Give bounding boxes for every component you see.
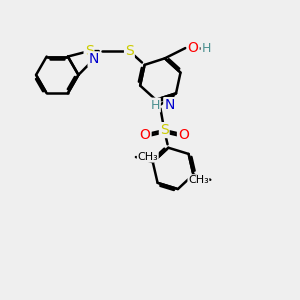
Text: O: O — [140, 128, 151, 142]
Text: O: O — [188, 41, 199, 55]
Text: S: S — [125, 44, 134, 58]
Text: CH₃: CH₃ — [188, 175, 209, 185]
Text: H: H — [202, 41, 211, 55]
Text: H: H — [151, 99, 160, 112]
Text: O: O — [178, 128, 189, 142]
Text: S: S — [160, 123, 169, 137]
Text: S: S — [85, 44, 93, 58]
Text: N: N — [164, 98, 175, 112]
Text: N: N — [88, 52, 99, 66]
Text: CH₃: CH₃ — [137, 152, 158, 162]
